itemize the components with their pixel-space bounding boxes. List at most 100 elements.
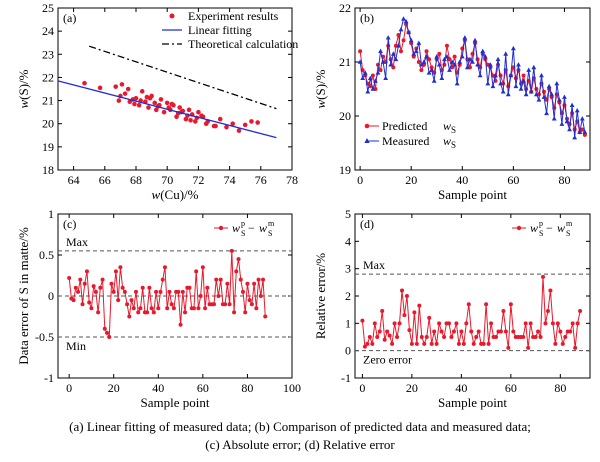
x-tick-label: 20 <box>108 381 120 395</box>
data-point <box>139 89 145 94</box>
data-point <box>400 288 404 293</box>
y-tick-label: 21 <box>339 55 351 69</box>
data-point <box>439 329 444 334</box>
legend-marker <box>218 225 224 231</box>
x-tick-label: 40 <box>456 173 468 187</box>
data-point <box>493 72 498 78</box>
x-tick-label: 74 <box>224 173 236 187</box>
data-point <box>454 321 459 326</box>
data-point <box>73 285 78 290</box>
y-tick-label: -1 <box>341 371 351 385</box>
data-point <box>156 306 161 311</box>
data-point <box>424 335 429 339</box>
data-point <box>188 117 193 123</box>
panel-label: (b) <box>360 11 374 25</box>
legend-label: w <box>232 221 240 235</box>
data-point <box>127 314 132 319</box>
data-point <box>214 277 219 282</box>
data-point <box>424 49 429 54</box>
x-axis-label: w(Cu)/% <box>152 187 199 202</box>
data-point <box>203 306 208 311</box>
data-point <box>484 302 489 307</box>
data-point <box>255 120 260 125</box>
data-point <box>544 110 549 116</box>
data-point <box>572 135 578 140</box>
data-point <box>164 100 170 106</box>
legend-label: S <box>539 229 543 238</box>
data-point <box>160 277 165 282</box>
data-point <box>454 81 460 86</box>
data-point <box>385 329 390 334</box>
data-point <box>198 294 203 298</box>
data-point <box>500 89 506 94</box>
data-point <box>107 335 112 339</box>
data-point <box>580 127 585 132</box>
y-tick-label: 21 <box>42 94 54 108</box>
data-point <box>569 102 575 107</box>
data-point <box>82 80 87 86</box>
data-point <box>119 82 125 87</box>
data-point <box>388 62 394 67</box>
data-point <box>153 107 159 113</box>
x-tick-label: 60 <box>505 381 517 395</box>
data-point <box>380 59 386 64</box>
data-point <box>472 37 478 43</box>
y-tick-label: 22 <box>42 70 54 84</box>
x-tick-label: 68 <box>130 173 142 187</box>
data-point <box>482 54 488 59</box>
data-point <box>474 335 479 339</box>
data-point <box>377 329 382 334</box>
data-point <box>459 329 464 334</box>
panel-b: 0 20 40 60 80 19 20 21 22 (b) Sample point w(S)/% Pr… <box>313 1 591 202</box>
data-point <box>582 129 588 134</box>
data-point <box>178 322 183 327</box>
data-point <box>171 306 176 311</box>
x-tick-label: 60 <box>197 381 209 395</box>
legend-label: S <box>241 229 245 238</box>
data-point <box>236 128 242 133</box>
data-point <box>82 281 87 286</box>
data-point <box>93 289 98 294</box>
y-tick-label: 19 <box>42 140 54 154</box>
legend-marker <box>364 123 370 129</box>
data-point <box>549 91 555 97</box>
data-point <box>133 95 139 101</box>
data-point <box>98 285 103 290</box>
data-point <box>105 330 110 335</box>
data-point <box>486 341 491 346</box>
data-point <box>113 84 119 89</box>
x-tick-label: 72 <box>192 173 204 187</box>
data-point <box>434 341 439 346</box>
data-point <box>417 303 422 308</box>
data-point <box>442 335 447 339</box>
data-point <box>490 83 496 89</box>
data-point <box>212 302 216 307</box>
data-point <box>196 306 201 311</box>
data-point <box>191 306 196 311</box>
legend-label: − <box>546 221 553 235</box>
data-point <box>485 81 491 86</box>
data-point <box>556 97 562 102</box>
x-tick-label: 0 <box>357 173 363 187</box>
data-point <box>541 274 545 279</box>
data-point <box>548 288 553 293</box>
data-point <box>392 321 397 326</box>
y-tick-label: 22 <box>339 1 351 15</box>
data-point <box>498 329 503 334</box>
legend-label: Measured <box>382 134 429 148</box>
x-tick-label: 64 <box>68 173 80 187</box>
data-point <box>501 309 506 314</box>
y-tick-label: -0.5 <box>35 330 54 344</box>
data-point <box>249 119 254 124</box>
data-point <box>526 345 531 350</box>
data-point <box>362 344 367 349</box>
reference-line-label: Min <box>66 339 86 353</box>
data-point <box>192 119 198 124</box>
data-point <box>378 48 383 53</box>
x-tick-label: 40 <box>152 381 164 395</box>
data-point <box>242 122 248 128</box>
legend-symbol-sub: S <box>451 140 456 150</box>
data-point <box>194 269 199 274</box>
data-point <box>574 108 580 113</box>
data-point <box>419 68 424 73</box>
